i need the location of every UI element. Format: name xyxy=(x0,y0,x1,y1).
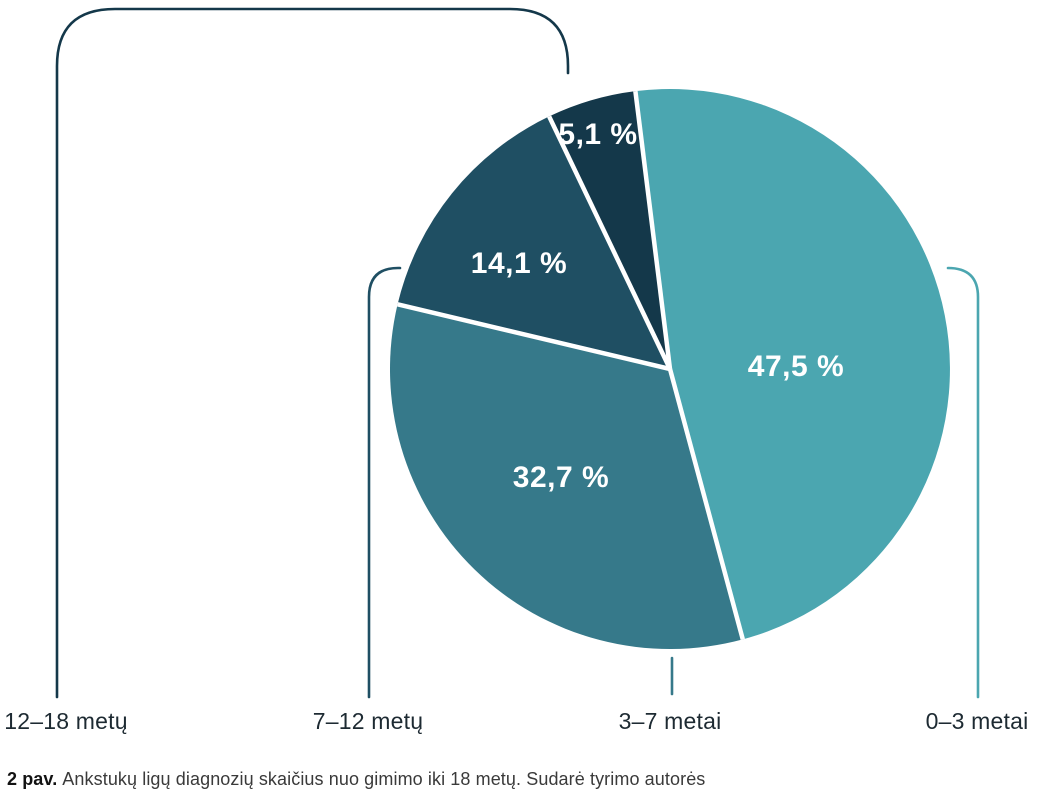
pie-slice-0-3 xyxy=(635,89,950,640)
category-label-3-7: 3–7 metai xyxy=(618,708,722,734)
pie-slice-12-18 xyxy=(549,91,670,370)
slice-value-label-0-3: 47,5 % xyxy=(748,350,844,383)
slice-value-label-12-18: 5,1 % xyxy=(558,118,637,151)
slice-dividers xyxy=(397,90,745,640)
figure-caption-number: 2 pav. xyxy=(7,769,58,789)
category-label-12-18: 12–18 metų xyxy=(4,708,128,734)
figure-caption: 2 pav. Ankstukų ligų diagnozių skaičius n… xyxy=(7,768,705,791)
slice-value-labels: 47,5 % 32,7 % 14,1 % 5,1 % xyxy=(471,118,844,494)
figure-caption-text: Ankstukų ligų diagnozių skaičius nuo gim… xyxy=(62,769,706,789)
category-label-0-3: 0–3 metai xyxy=(925,708,1029,734)
slice-divider-1 xyxy=(667,368,745,640)
slice-value-label-7-12: 14,1 % xyxy=(471,247,567,280)
slice-divider-0 xyxy=(633,90,673,370)
slice-divider-3 xyxy=(547,115,673,370)
slice-value-label-3-7: 32,7 % xyxy=(513,461,609,494)
callout-lines xyxy=(55,7,980,699)
pie-slice-3-7 xyxy=(390,304,743,649)
category-label-7-12: 7–12 metų xyxy=(312,708,424,734)
callout-line-7-12 xyxy=(367,266,402,699)
callout-line-12-18 xyxy=(55,7,570,699)
pie-slices xyxy=(390,89,950,649)
pie-slice-7-12 xyxy=(397,116,670,370)
slice-divider-2 xyxy=(397,302,671,372)
callout-line-0-3 xyxy=(946,266,980,699)
